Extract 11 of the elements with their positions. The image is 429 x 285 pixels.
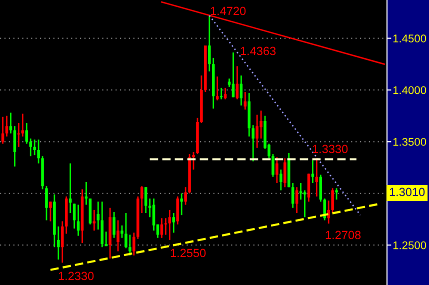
annotation: 1.4720 bbox=[210, 6, 246, 16]
text: 1.3010 bbox=[390, 188, 425, 196]
annotation: 1.2550 bbox=[170, 248, 206, 258]
annotation: 1.4363 bbox=[240, 46, 276, 56]
y-tick-label: 1.4500 bbox=[393, 34, 426, 42]
annotation: 1.3330 bbox=[312, 144, 348, 154]
annotation: 1.2708 bbox=[326, 230, 361, 240]
annotation: 1.2330 bbox=[58, 272, 94, 280]
y-tick-label: 1.4000 bbox=[393, 86, 426, 94]
y-tick-label: 1.2500 bbox=[393, 241, 426, 250]
y-tick-label: 1.3500 bbox=[393, 138, 426, 146]
